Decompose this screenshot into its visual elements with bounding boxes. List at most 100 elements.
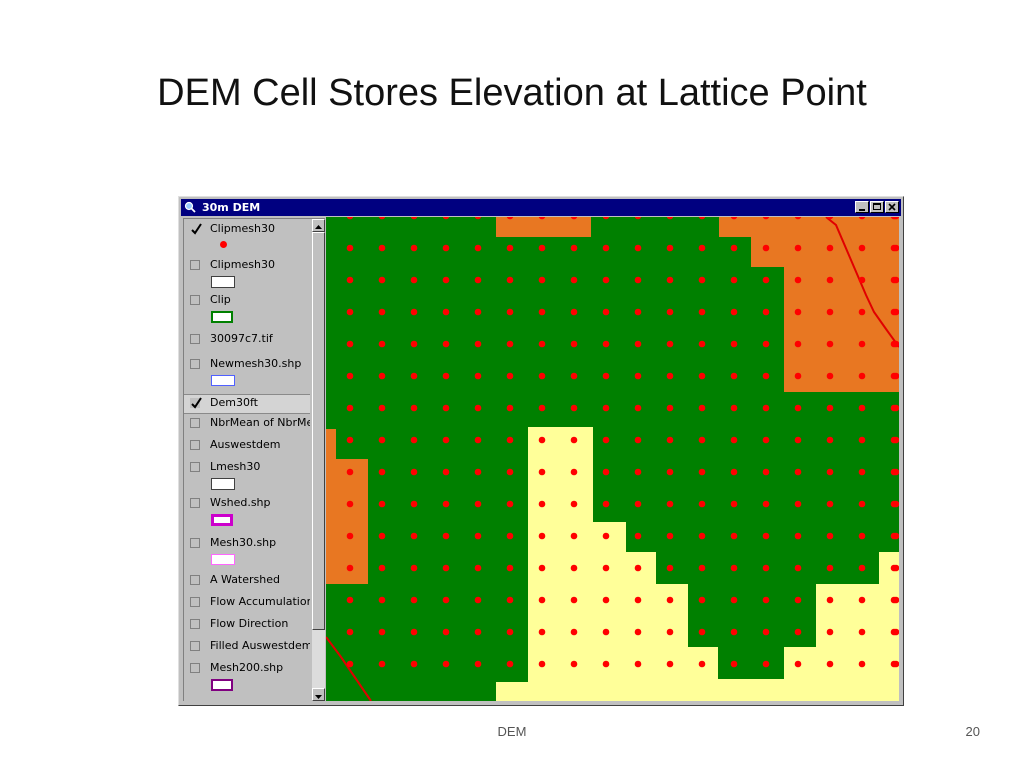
legend-item[interactable]: NbrMean of NbrMean bbox=[184, 415, 310, 435]
lattice-point bbox=[474, 340, 482, 348]
scroll-down-button[interactable] bbox=[312, 688, 325, 701]
lattice-point bbox=[474, 308, 482, 316]
lattice-point bbox=[378, 244, 386, 252]
legend-item[interactable]: 30097c7.tif bbox=[184, 331, 310, 351]
legend-item[interactable]: Clipmesh30 bbox=[184, 257, 310, 288]
lattice-point bbox=[762, 628, 770, 636]
legend-item[interactable]: Flow Direction bbox=[184, 616, 310, 636]
layer-checkbox[interactable] bbox=[190, 641, 200, 651]
layer-checkbox[interactable] bbox=[190, 359, 200, 369]
lattice-point bbox=[442, 244, 450, 252]
lattice-point bbox=[666, 276, 674, 284]
minimize-button[interactable] bbox=[855, 201, 869, 213]
layer-label: Clipmesh30 bbox=[210, 222, 275, 235]
lattice-point bbox=[474, 500, 482, 508]
close-button[interactable] bbox=[885, 201, 899, 213]
lattice-point bbox=[442, 404, 450, 412]
layer-checkbox[interactable] bbox=[190, 334, 200, 344]
map-window[interactable]: 30m DEM Clipmesh30 Clipmesh30 Clip 30097c7.… bbox=[178, 196, 904, 706]
lattice-point bbox=[892, 468, 899, 476]
lattice-point bbox=[794, 660, 802, 668]
lattice-point bbox=[762, 468, 770, 476]
layer-checkbox[interactable] bbox=[190, 223, 202, 235]
layer-checkbox[interactable] bbox=[190, 440, 200, 450]
lattice-point bbox=[570, 217, 578, 220]
lattice-point bbox=[538, 308, 546, 316]
lattice-point bbox=[762, 276, 770, 284]
triangle-down-icon bbox=[315, 695, 322, 699]
layer-checkbox[interactable] bbox=[190, 295, 200, 305]
legend-scrollbar[interactable] bbox=[312, 219, 325, 701]
lattice-point bbox=[410, 564, 418, 572]
legend-item[interactable]: Auswestdem bbox=[184, 437, 310, 457]
lattice-point bbox=[506, 340, 514, 348]
layer-checkbox[interactable] bbox=[190, 418, 200, 428]
lattice-point bbox=[858, 532, 866, 540]
lattice-point bbox=[410, 276, 418, 284]
scroll-up-button[interactable] bbox=[312, 219, 325, 232]
legend-item[interactable]: A Watershed bbox=[184, 572, 310, 592]
lattice-point bbox=[410, 404, 418, 412]
lattice-point bbox=[410, 628, 418, 636]
legend-item[interactable]: Newmesh30.shp bbox=[184, 356, 310, 386]
lattice-point bbox=[634, 436, 642, 444]
lattice-point bbox=[826, 404, 834, 412]
lattice-point bbox=[730, 308, 738, 316]
legend-item[interactable]: Flow Accumulation bbox=[184, 594, 310, 614]
layer-checkbox[interactable] bbox=[190, 597, 200, 607]
lattice-point bbox=[794, 372, 802, 380]
lattice-point bbox=[506, 468, 514, 476]
lattice-point bbox=[730, 404, 738, 412]
lattice-point bbox=[378, 500, 386, 508]
lattice-point bbox=[794, 308, 802, 316]
lattice-point bbox=[506, 500, 514, 508]
lattice-point bbox=[442, 564, 450, 572]
lattice-point bbox=[538, 340, 546, 348]
layer-checkbox[interactable] bbox=[190, 663, 200, 673]
layer-checkbox[interactable] bbox=[190, 619, 200, 629]
lattice-point bbox=[506, 532, 514, 540]
lattice-point bbox=[666, 308, 674, 316]
legend-item[interactable]: Mesh30.shp bbox=[184, 535, 310, 565]
lattice-point bbox=[826, 596, 834, 604]
lattice-point bbox=[410, 244, 418, 252]
legend-item[interactable]: Filled Auswestdem bbox=[184, 638, 310, 658]
lattice-point bbox=[346, 276, 354, 284]
dem-map[interactable] bbox=[326, 217, 899, 701]
lattice-point bbox=[730, 660, 738, 668]
maximize-icon bbox=[873, 203, 881, 210]
lattice-point bbox=[730, 372, 738, 380]
lattice-point bbox=[410, 308, 418, 316]
layer-checkbox[interactable] bbox=[190, 260, 200, 270]
lattice-point bbox=[570, 308, 578, 316]
lattice-point bbox=[474, 660, 482, 668]
lattice-point bbox=[698, 596, 706, 604]
scroll-thumb[interactable] bbox=[312, 232, 325, 630]
lattice-point bbox=[762, 308, 770, 316]
lattice-point bbox=[442, 628, 450, 636]
legend-item[interactable]: Lmesh30 bbox=[184, 459, 310, 490]
map-canvas[interactable] bbox=[326, 217, 899, 701]
legend-item[interactable]: Dem30ft bbox=[184, 394, 310, 414]
lattice-point bbox=[346, 500, 354, 508]
layer-label: Mesh30.shp bbox=[210, 536, 277, 549]
lattice-point bbox=[474, 596, 482, 604]
maximize-button[interactable] bbox=[870, 201, 884, 213]
layer-checkbox[interactable] bbox=[190, 498, 200, 508]
lattice-point bbox=[794, 596, 802, 604]
legend-item[interactable]: Clipmesh30 bbox=[184, 221, 310, 248]
lattice-point bbox=[602, 404, 610, 412]
layer-checkbox[interactable] bbox=[190, 462, 200, 472]
layer-checkbox[interactable] bbox=[190, 397, 202, 409]
layer-checkbox[interactable] bbox=[190, 575, 200, 585]
window-titlebar[interactable]: 30m DEM bbox=[181, 199, 901, 216]
lattice-point bbox=[698, 217, 706, 220]
legend-item[interactable]: Mesh200.shp bbox=[184, 660, 310, 691]
lattice-point bbox=[346, 564, 354, 572]
lattice-point bbox=[634, 404, 642, 412]
legend-item[interactable]: Wshed.shp bbox=[184, 495, 310, 526]
legend-item[interactable]: Clip bbox=[184, 292, 310, 323]
lattice-point bbox=[666, 244, 674, 252]
layer-checkbox[interactable] bbox=[190, 538, 200, 548]
lattice-point bbox=[634, 372, 642, 380]
